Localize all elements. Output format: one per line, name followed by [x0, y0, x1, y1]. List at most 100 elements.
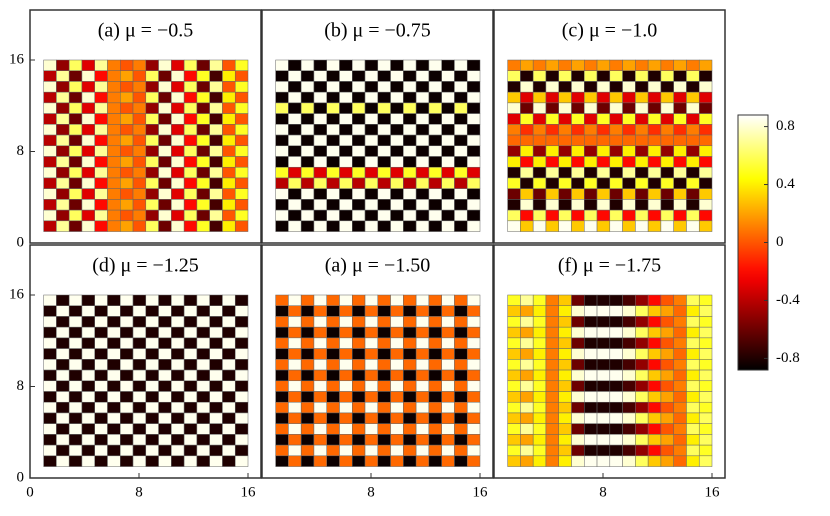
cell	[428, 444, 442, 457]
cell	[686, 455, 700, 467]
cell	[183, 102, 198, 114]
cell	[56, 423, 70, 435]
cell	[698, 102, 713, 114]
cell	[352, 156, 366, 168]
cell	[209, 455, 223, 467]
cell	[545, 412, 559, 424]
cell	[171, 59, 185, 71]
cell	[107, 70, 121, 82]
cell	[377, 220, 391, 232]
cell	[313, 423, 327, 435]
cell	[326, 209, 340, 222]
cell	[558, 220, 572, 232]
cell	[288, 220, 302, 232]
cell	[43, 102, 57, 114]
cell	[428, 209, 442, 222]
cell	[68, 113, 83, 125]
cell	[545, 91, 559, 104]
cell	[313, 59, 327, 71]
cell	[466, 145, 481, 157]
cell	[558, 124, 572, 136]
cell	[352, 337, 366, 349]
cell	[571, 369, 585, 382]
cell	[171, 220, 185, 232]
cell	[145, 177, 159, 189]
cell	[673, 188, 687, 200]
cell	[326, 177, 340, 189]
cell	[622, 220, 636, 232]
cell	[196, 199, 210, 211]
cell	[454, 316, 468, 328]
cell	[209, 401, 223, 414]
colorbar-tick-label: 0	[776, 234, 784, 250]
cell	[686, 316, 700, 328]
cell	[454, 188, 468, 200]
cell	[81, 81, 95, 93]
cell	[441, 423, 455, 435]
cell	[43, 391, 57, 403]
cell	[339, 434, 353, 446]
cell	[532, 316, 547, 328]
cell	[622, 455, 636, 467]
cell	[622, 380, 636, 392]
cell	[364, 316, 379, 328]
cell	[120, 199, 134, 211]
cell	[415, 156, 430, 168]
cell	[145, 199, 159, 211]
cell	[466, 369, 481, 382]
cell	[545, 316, 559, 328]
cell	[56, 124, 70, 136]
cell	[698, 434, 713, 446]
cell	[81, 134, 95, 147]
cell	[584, 59, 598, 71]
cell	[647, 423, 662, 435]
cell	[275, 156, 289, 168]
cell	[673, 348, 687, 360]
cell	[222, 145, 236, 157]
cell	[403, 380, 417, 392]
cell	[288, 134, 302, 147]
cell	[56, 444, 70, 457]
cell	[403, 401, 417, 414]
cell	[428, 145, 442, 157]
cell	[520, 423, 534, 435]
cell	[364, 220, 379, 232]
cell	[145, 337, 159, 349]
cell	[171, 188, 185, 200]
cell	[415, 102, 430, 114]
cell	[43, 91, 57, 104]
cell	[352, 359, 366, 371]
cell	[234, 91, 249, 104]
cell	[635, 166, 649, 179]
cell	[377, 326, 391, 339]
cell	[584, 134, 598, 147]
cell	[43, 423, 57, 435]
cell	[234, 113, 249, 125]
cell	[454, 199, 468, 211]
cell	[390, 434, 404, 446]
cell	[686, 434, 700, 446]
cell	[635, 423, 649, 435]
cell	[441, 166, 455, 179]
cell	[56, 434, 70, 446]
cell	[234, 455, 249, 467]
cell	[647, 113, 662, 125]
cell	[415, 134, 430, 147]
cell	[698, 59, 713, 71]
cell	[466, 209, 481, 222]
cell	[660, 359, 674, 371]
cell	[132, 337, 147, 349]
cell	[520, 391, 534, 403]
cell	[403, 220, 417, 232]
cell	[339, 294, 353, 306]
cell	[558, 423, 572, 435]
cell	[288, 166, 302, 179]
cell	[660, 444, 674, 457]
cell	[339, 423, 353, 435]
cell	[673, 134, 687, 147]
cell	[132, 124, 147, 136]
cell	[635, 337, 649, 349]
cell	[107, 294, 121, 306]
cell	[364, 91, 379, 104]
